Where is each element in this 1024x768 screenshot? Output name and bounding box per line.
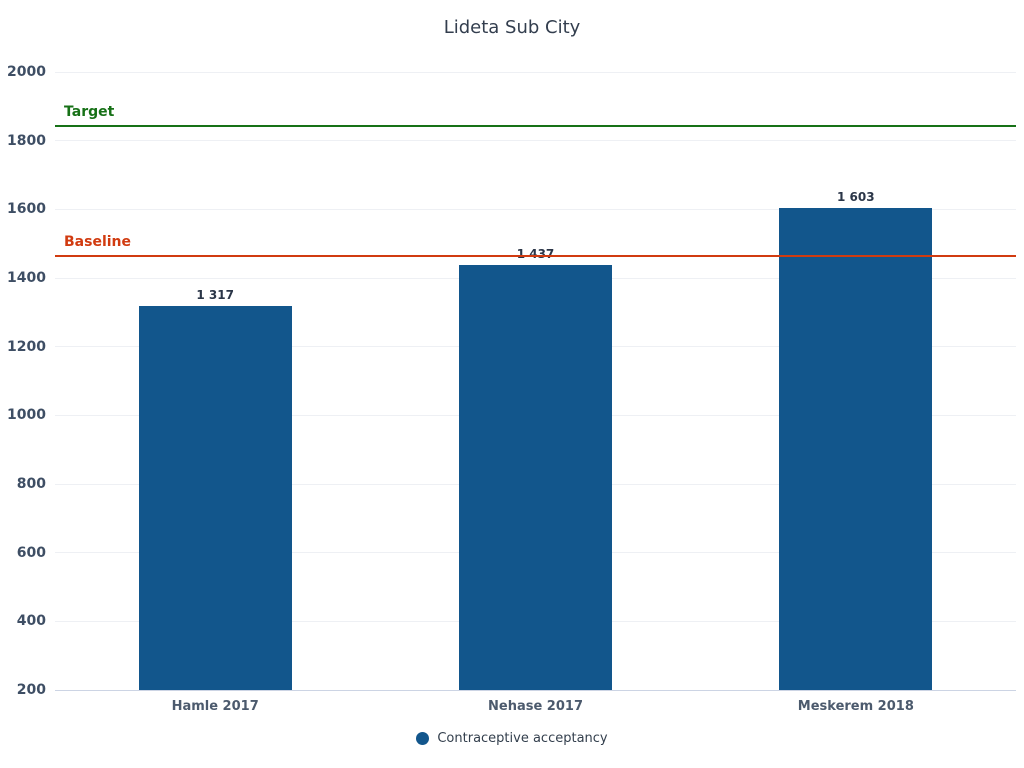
target-line bbox=[55, 124, 1016, 127]
target-label: Target bbox=[64, 103, 115, 120]
legend[interactable]: Contraceptive acceptancy bbox=[0, 731, 1024, 746]
chart-title: Lideta Sub City bbox=[443, 17, 581, 38]
y-axis-tick-1000: 1000 bbox=[7, 407, 46, 424]
baseline-line bbox=[55, 254, 1016, 257]
bar-hamle-2017[interactable] bbox=[138, 306, 292, 690]
bar-value-hamle-2017: 1 317 bbox=[196, 288, 234, 303]
y-axis-tick-400: 400 bbox=[16, 613, 46, 630]
y-axis-tick-1600: 1600 bbox=[7, 201, 46, 218]
y-axis-tick-2000: 2000 bbox=[7, 64, 46, 80]
y-axis-tick-1200: 1200 bbox=[7, 338, 46, 355]
gridline-1800 bbox=[55, 140, 1016, 142]
y-axis-tick-1400: 1400 bbox=[7, 270, 46, 286]
x-axis-label-meskerem-2018: Meskerem 2018 bbox=[797, 699, 914, 714]
x-axis-label-nehase-2017: Nehase 2017 bbox=[488, 699, 583, 714]
gridline-2000 bbox=[55, 71, 1016, 73]
bar-meskerem-2018[interactable] bbox=[779, 208, 933, 690]
y-axis-tick-200: 200 bbox=[16, 682, 46, 698]
bar-nehase-2017[interactable] bbox=[459, 265, 612, 690]
baseline-label: Baseline bbox=[64, 233, 132, 250]
y-axis-tick-1800: 1800 bbox=[7, 132, 46, 149]
x-axis-label-hamle-2017: Hamle 2017 bbox=[171, 699, 259, 714]
gridline-200 bbox=[55, 689, 1016, 691]
bar-value-meskerem-2018: 1 603 bbox=[837, 190, 875, 205]
gridline-1600 bbox=[55, 208, 1016, 210]
bar-value-nehase-2017: 1 437 bbox=[459, 247, 612, 261]
legend-series-marker-icon bbox=[416, 732, 430, 745]
y-axis-tick-800: 800 bbox=[16, 476, 46, 492]
legend-series-label: Contraceptive acceptancy bbox=[437, 731, 608, 746]
y-axis-tick-600: 600 bbox=[16, 544, 46, 561]
